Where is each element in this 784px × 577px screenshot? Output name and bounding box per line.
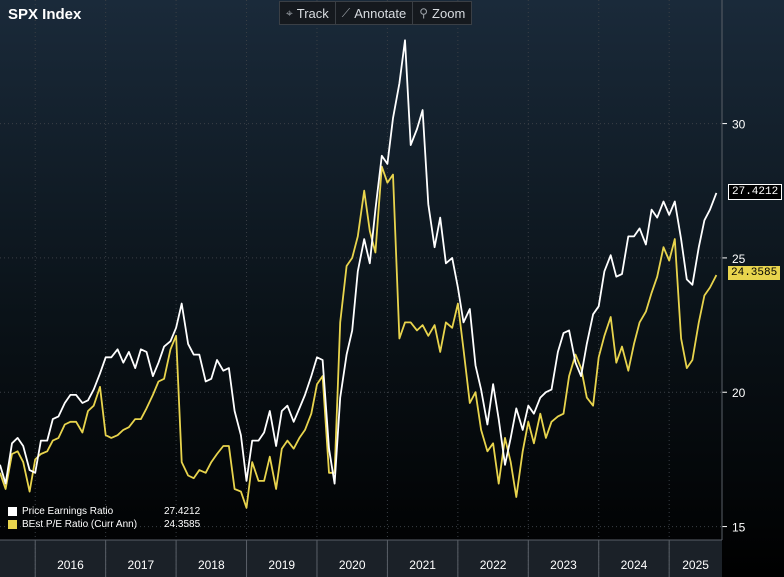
zoom-label: Zoom (432, 5, 466, 21)
track-label: Track (296, 5, 329, 21)
x-tick-label-2022: 2022 (480, 558, 507, 572)
legend-value-pe: 27.4212 (164, 506, 201, 517)
x-tick-label-2024: 2024 (621, 558, 648, 572)
legend-item-pe[interactable]: Price Earnings Ratio 27.4212 (8, 505, 214, 518)
chart-legend: Price Earnings Ratio 27.4212 BEst P/E Ra… (8, 505, 214, 531)
y-tick-label-20: 20 (732, 386, 746, 400)
legend-swatch-best-pe (8, 520, 17, 529)
magnifier-icon: ⚲ (419, 6, 429, 20)
legend-label-pe: Price Earnings Ratio (22, 506, 114, 517)
x-tick-label-2019: 2019 (268, 558, 295, 572)
x-tick-label-2021: 2021 (409, 558, 436, 572)
legend-label-best-pe: BEst P/E Ratio (Curr Ann) (22, 519, 138, 530)
chart-title: SPX Index (8, 6, 82, 23)
x-axis-band (0, 540, 722, 577)
pencil-icon: ⟋ (341, 5, 351, 20)
track-button[interactable]: ⌖ Track (280, 2, 336, 24)
zoom-button[interactable]: ⚲ Zoom (413, 2, 471, 24)
y-tick-label-25: 25 (732, 252, 746, 266)
y-tick-label-30: 30 (732, 118, 746, 132)
annotate-label: Annotate (354, 5, 407, 21)
legend-value-best-pe: 24.3585 (164, 519, 201, 530)
x-tick-label-2017: 2017 (128, 558, 155, 572)
crosshair-icon: ⌖ (286, 5, 293, 20)
series-line-pe (0, 39, 718, 485)
x-tick-label-2020: 2020 (339, 558, 366, 572)
series-line-best-pe (0, 165, 718, 509)
x-tick-label-2018: 2018 (198, 558, 225, 572)
y-tick-label-15: 15 (732, 521, 746, 535)
legend-swatch-pe (8, 507, 17, 516)
last-value-tag-best-pe: 24.3585 (728, 266, 781, 281)
x-tick-label-2016: 2016 (57, 558, 84, 572)
annotate-button[interactable]: ⟋ Annotate (336, 2, 414, 24)
last-value-tag-pe: 27.4212 (728, 183, 783, 200)
x-tick-label-2023: 2023 (550, 558, 577, 572)
x-tick-label-2025: 2025 (682, 558, 709, 572)
legend-item-best-pe[interactable]: BEst P/E Ratio (Curr Ann) 24.3585 (8, 518, 214, 531)
chart-toolbar: ⌖ Track ⟋ Annotate ⚲ Zoom (279, 1, 473, 25)
